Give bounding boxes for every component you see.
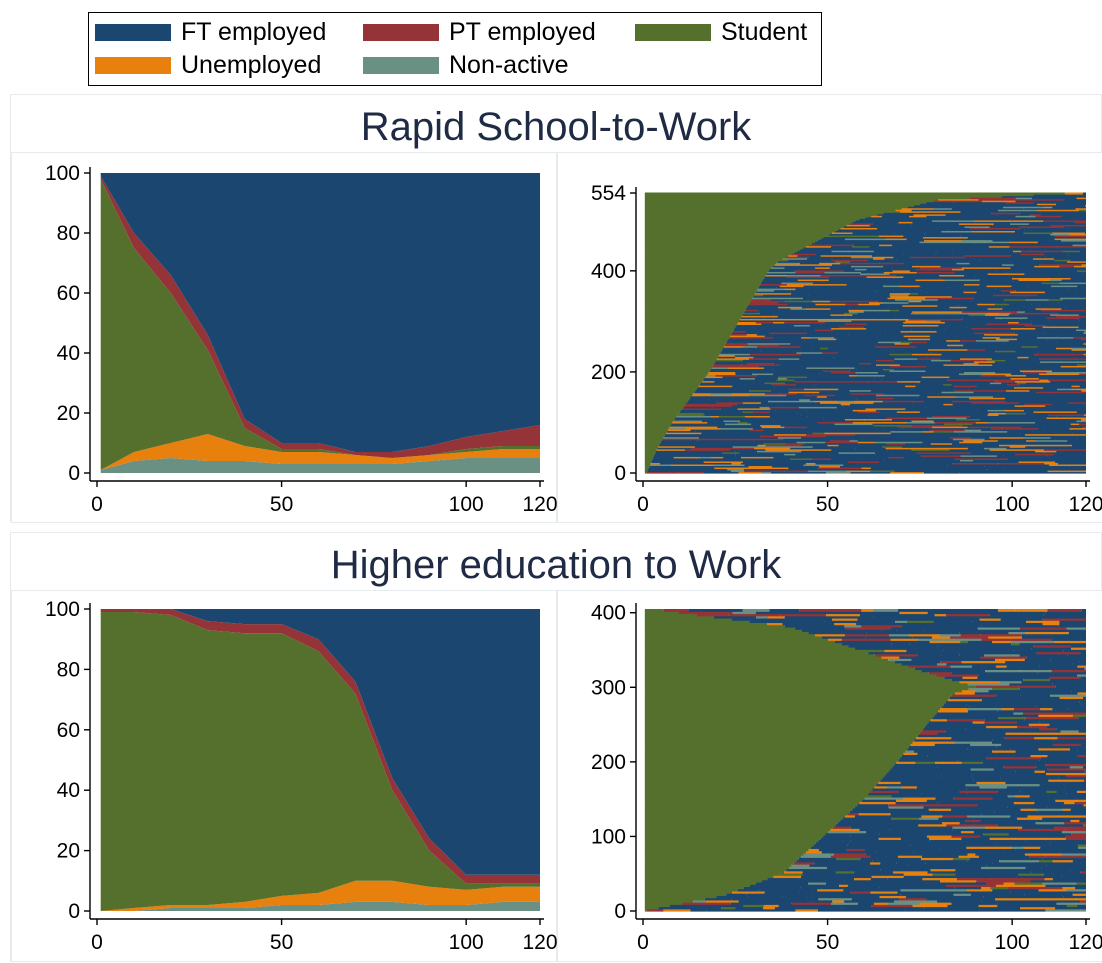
- sequence-segment-pt-employed: [664, 609, 689, 612]
- y-tick-label: 200: [591, 751, 626, 774]
- x-tick-label: 120: [1068, 493, 1102, 516]
- sequence-plot-higher-ed: 0 50 100 120 0 100 200 300 400: [558, 591, 1102, 963]
- sequence-segment-pt-employed: [799, 609, 819, 612]
- x-tick-label: 0: [637, 493, 649, 516]
- y-tick-label: 0: [68, 462, 80, 485]
- legend-label-pt-employed: PT employed: [449, 20, 596, 45]
- legend-label-ft-employed: FT employed: [181, 20, 326, 45]
- y-tick-label: 100: [45, 162, 80, 185]
- y-tick-label: 554: [591, 182, 626, 205]
- legend-label-student: Student: [721, 20, 807, 45]
- x-tick-label: 100: [995, 931, 1030, 954]
- sequence-segment-unemployed: [998, 609, 1015, 612]
- sequence-plot-rapid: 0 50 100 120 0 200 400 554: [558, 153, 1102, 524]
- y-tick-label: 0: [68, 900, 80, 923]
- y-tick-label: 0: [614, 900, 626, 923]
- legend-swatch-ft-employed: [95, 24, 171, 41]
- y-tick-label: 0: [614, 462, 626, 485]
- sequence-segment-ft-employed: [769, 609, 799, 612]
- y-tick-label: 20: [57, 402, 80, 425]
- y-tick-label: 40: [57, 779, 80, 802]
- legend-item-unemployed: Unemployed: [95, 53, 321, 78]
- sequence-rows: [645, 192, 1086, 473]
- y-tick-label: 400: [591, 602, 626, 625]
- x-tick-label: 0: [637, 931, 649, 954]
- subplot-area-higher-ed: 0 50 100 120 0 20 40 60 80 100: [11, 590, 557, 962]
- y-tick-label: 80: [57, 658, 80, 681]
- sequence-segment-ft-employed: [1082, 609, 1086, 612]
- y-tick-label: 80: [57, 222, 80, 245]
- legend-item-pt-employed: PT employed: [363, 20, 596, 45]
- sequence-rows: [645, 609, 1086, 912]
- panel-title-higher-education-to-work: Higher education to Work: [11, 543, 1101, 588]
- legend-label-unemployed: Unemployed: [181, 53, 321, 78]
- legend-item-non-active: Non-active: [363, 53, 569, 78]
- sequence-segment-pt-employed: [819, 609, 861, 612]
- subplot-sequence-higher-ed: 0 50 100 120 0 100 200 300 400: [557, 590, 1102, 962]
- y-tick-label: 200: [591, 361, 626, 384]
- legend-item-student: Student: [635, 20, 807, 45]
- y-tick-label: 40: [57, 342, 80, 365]
- x-tick-label: 0: [91, 493, 103, 516]
- x-tick-label: 120: [522, 931, 557, 954]
- legend-swatch-student: [635, 24, 711, 41]
- y-tick-label: 20: [57, 840, 80, 863]
- area-chart-higher-ed: 0 50 100 120 0 20 40 60 80 100: [12, 591, 558, 963]
- y-tick-label: 300: [591, 676, 626, 699]
- sequence-segment-unemployed: [1015, 609, 1047, 612]
- sequence-segment-ft-employed: [1083, 192, 1086, 194]
- x-tick-label: 50: [816, 493, 839, 516]
- x-tick-label: 100: [995, 493, 1030, 516]
- x-tick-label: 120: [1068, 931, 1102, 954]
- legend-item-ft-employed: FT employed: [95, 20, 326, 45]
- y-tick-label: 60: [57, 282, 80, 305]
- y-tick-label: 100: [591, 825, 626, 848]
- sequence-segment-student: [645, 609, 664, 612]
- x-tick-label: 0: [91, 931, 103, 954]
- x-tick-label: 100: [449, 931, 484, 954]
- x-tick-label: 100: [449, 493, 484, 516]
- sequence-segment-ft-employed: [898, 609, 998, 612]
- area-series-group: [101, 609, 540, 911]
- y-tick-label: 100: [45, 598, 80, 621]
- y-tick-label: 400: [591, 260, 626, 283]
- area-chart-rapid: 0 50 100 120 0 20 40 60 80 100: [12, 153, 558, 524]
- x-tick-label: 50: [270, 931, 293, 954]
- legend-label-non-active: Non-active: [449, 53, 569, 78]
- subplot-sequence-rapid: 0 50 100 120 0 200 400 554: [557, 152, 1102, 523]
- legend-swatch-pt-employed: [363, 24, 439, 41]
- legend: FT employed PT employed Student Unemploy…: [88, 12, 822, 86]
- sequence-segment-unemployed: [861, 609, 873, 612]
- sequence-segment-ft-employed: [688, 609, 742, 612]
- sequence-segment-non-active: [873, 609, 898, 612]
- area-series-group: [101, 173, 540, 473]
- sequence-segment-pt-employed: [1047, 609, 1081, 612]
- y-tick-label: 60: [57, 719, 80, 742]
- subplot-area-rapid: 0 50 100 120 0 20 40 60 80 100: [11, 152, 557, 523]
- x-tick-label: 120: [522, 493, 557, 516]
- legend-swatch-unemployed: [95, 57, 171, 74]
- panel-higher-education-to-work: Higher education to Work 0 50 100 120 0 20 40 6…: [10, 532, 1102, 961]
- panel-title-rapid-school-to-work: Rapid School-to-Work: [11, 105, 1101, 150]
- sequence-segment-non-active: [743, 609, 770, 612]
- x-tick-label: 50: [270, 493, 293, 516]
- legend-swatch-non-active: [363, 57, 439, 74]
- sequence-segment-unemployed: [1065, 192, 1083, 194]
- panel-rapid-school-to-work: Rapid School-to-Work 0 50 100 120 0 20 40 60 80 1…: [10, 94, 1102, 522]
- sequence-segment-student: [645, 192, 1065, 194]
- x-tick-label: 50: [816, 931, 839, 954]
